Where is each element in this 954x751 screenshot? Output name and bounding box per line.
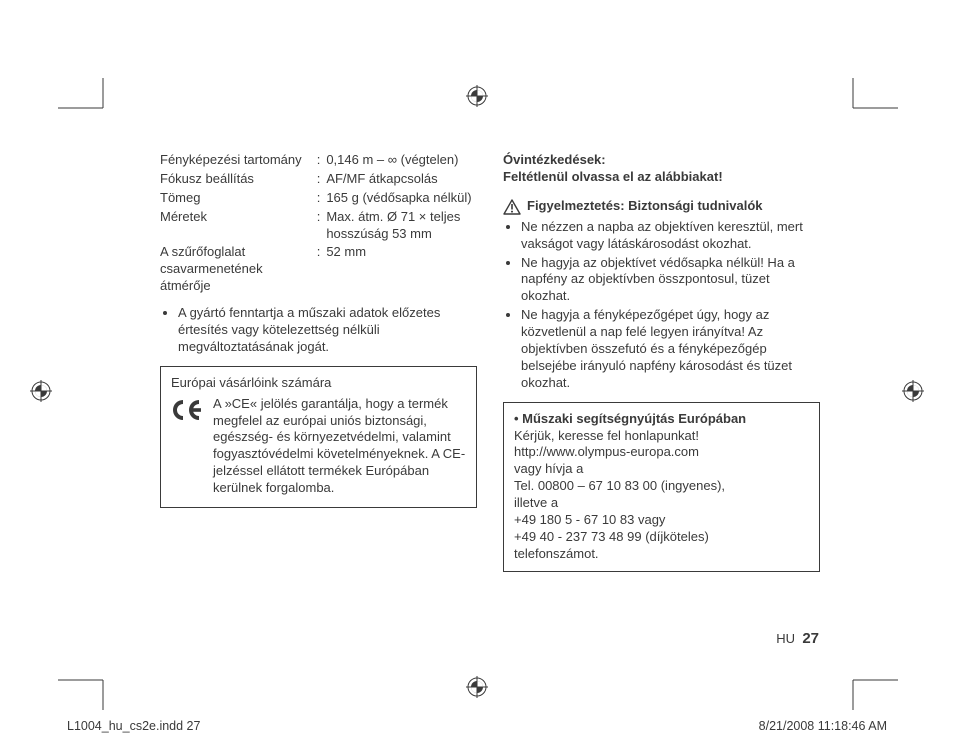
spec-colon: :	[317, 171, 321, 188]
ce-box-body: A »CE« jelölés garantálja, hogy a termék…	[213, 396, 466, 497]
right-column: Óvintézkedések: Feltétlenül olvassa el a…	[503, 152, 820, 572]
page-num-value: 27	[802, 630, 819, 647]
support-line: illetve a	[514, 495, 809, 512]
spec-label: A szűrőfoglalat csavarmenetének átmérője	[160, 244, 311, 295]
content-area: Fényképezési tartomány : 0,146 m – ∞ (vé…	[160, 152, 820, 572]
manufacturer-note: A gyártó fenntartja a műszaki adatok elő…	[160, 305, 477, 356]
warning-title: Figyelmeztetés: Biztonsági tudnivalók	[527, 198, 763, 215]
spec-label: Fényképezési tartomány	[160, 152, 311, 169]
ce-mark-icon	[171, 398, 205, 422]
warning-triangle-icon	[503, 199, 521, 215]
specs-table: Fényképezési tartomány : 0,146 m – ∞ (vé…	[160, 152, 477, 295]
warning-row: Figyelmeztetés: Biztonsági tudnivalók	[503, 198, 820, 215]
left-column: Fényképezési tartomány : 0,146 m – ∞ (vé…	[160, 152, 477, 572]
spec-value: Max. átm. Ø 71 × teljes hosszúság 53 mm	[326, 209, 477, 243]
precautions-heading: Óvintézkedések: Feltétlenül olvassa el a…	[503, 152, 820, 186]
heading-line2: Feltétlenül olvassa el az alábbiakat!	[503, 169, 820, 186]
registration-mark-bottom	[466, 676, 488, 698]
support-line: telefonszámot.	[514, 546, 809, 563]
safety-item: Ne hagyja a fényképezőgépet úgy, hogy az…	[521, 307, 820, 391]
ce-box-title: Európai vásárlóink számára	[171, 375, 466, 392]
spec-colon: :	[317, 244, 321, 295]
ce-box: Európai vásárlóink számára A »CE« jelölé…	[160, 366, 477, 508]
spec-value: 0,146 m – ∞ (végtelen)	[326, 152, 477, 169]
crop-mark-bl	[58, 650, 118, 710]
spec-label: Fókusz beállítás	[160, 171, 311, 188]
spec-value: 165 g (védősapka nélkül)	[326, 190, 477, 207]
support-line: Tel. 00800 – 67 10 83 00 (ingyenes),	[514, 478, 809, 495]
spec-colon: :	[317, 152, 321, 169]
crop-mark-tl	[58, 78, 118, 138]
support-line: +49 180 5 - 67 10 83 vagy	[514, 512, 809, 529]
spec-colon: :	[317, 209, 321, 243]
spec-label: Tömeg	[160, 190, 311, 207]
note-item: A gyártó fenntartja a műszaki adatok elő…	[178, 305, 477, 356]
support-box: • Műszaki segítségnyújtás Európában Kérj…	[503, 402, 820, 572]
spec-label: Méretek	[160, 209, 311, 243]
support-line: vagy hívja a	[514, 461, 809, 478]
page-number: HU 27	[776, 630, 819, 647]
registration-mark-left	[30, 380, 52, 402]
crop-mark-br	[838, 650, 898, 710]
safety-item: Ne nézzen a napba az objektíven keresztü…	[521, 219, 820, 253]
safety-list: Ne nézzen a napba az objektíven keresztü…	[503, 219, 820, 392]
support-line: Kérjük, keresse fel honlapunkat!	[514, 428, 809, 445]
heading-line1: Óvintézkedések:	[503, 152, 820, 169]
spec-value: AF/MF átkapcsolás	[326, 171, 477, 188]
crop-mark-tr	[838, 78, 898, 138]
spec-value: 52 mm	[326, 244, 477, 295]
support-line: +49 40 - 237 73 48 99 (díjköteles)	[514, 529, 809, 546]
print-page: Fényképezési tartomány : 0,146 m – ∞ (vé…	[0, 0, 954, 751]
page-lang: HU	[776, 631, 795, 646]
registration-mark-top	[466, 85, 488, 107]
registration-mark-right	[902, 380, 924, 402]
footer-filename: L1004_hu_cs2e.indd 27	[67, 719, 200, 733]
support-line: http://www.olympus-europa.com	[514, 444, 809, 461]
support-title: • Műszaki segítségnyújtás Európában	[514, 411, 809, 428]
footer-timestamp: 8/21/2008 11:18:46 AM	[759, 719, 887, 733]
safety-item: Ne hagyja az objektívet védősapka nélkül…	[521, 255, 820, 306]
spec-colon: :	[317, 190, 321, 207]
